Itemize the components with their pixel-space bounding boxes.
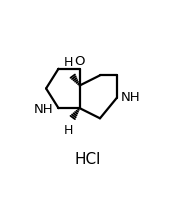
Text: NH: NH xyxy=(34,103,53,116)
Text: NH: NH xyxy=(120,91,140,104)
Text: H: H xyxy=(64,124,73,137)
Text: H: H xyxy=(64,56,73,69)
Text: O: O xyxy=(74,55,85,68)
Text: HCl: HCl xyxy=(74,152,101,167)
